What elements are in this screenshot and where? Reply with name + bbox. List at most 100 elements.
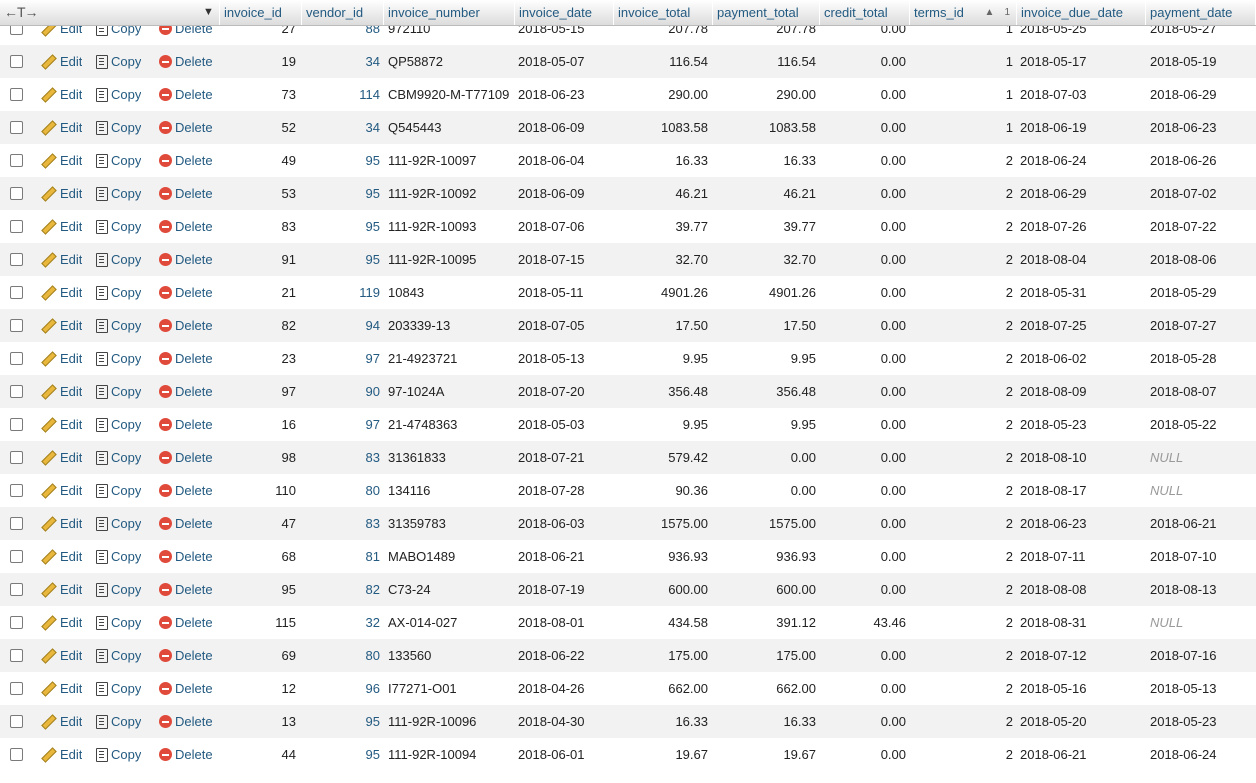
cell-vendor-id[interactable]: 119 [359,285,380,300]
row-checkbox[interactable] [10,319,23,332]
row-checkbox[interactable] [10,484,23,497]
copy-link[interactable]: Copy [96,474,141,507]
cell-vendor-id[interactable]: 34 [365,120,380,135]
cell-vendor-id[interactable]: 96 [365,681,380,696]
row-checkbox[interactable] [10,187,23,200]
edit-link[interactable]: Edit [41,243,82,276]
edit-link[interactable]: Edit [41,672,82,705]
cell-vendor-id[interactable]: 94 [365,318,380,333]
delete-link[interactable]: Delete [159,705,213,738]
delete-link[interactable]: Delete [159,606,213,639]
edit-link[interactable]: Edit [41,111,82,144]
row-checkbox[interactable] [10,220,23,233]
column-header-invoice-number[interactable]: invoice_number [384,0,515,25]
delete-link[interactable]: Delete [159,243,213,276]
delete-link[interactable]: Delete [159,375,213,408]
edit-link[interactable]: Edit [41,177,82,210]
edit-link[interactable]: Edit [41,606,82,639]
cell-vendor-id[interactable]: 95 [365,747,380,762]
edit-link[interactable]: Edit [41,408,82,441]
column-header-invoice-id[interactable]: invoice_id [220,0,302,25]
row-checkbox[interactable] [10,352,23,365]
delete-link[interactable]: Delete [159,276,213,309]
cell-vendor-id[interactable]: 32 [365,615,380,630]
column-header-payment-total[interactable]: payment_total [713,0,820,25]
cell-vendor-id[interactable]: 95 [365,252,380,267]
delete-link[interactable]: Delete [159,672,213,705]
row-checkbox[interactable] [10,550,23,563]
edit-link[interactable]: Edit [41,540,82,573]
copy-link[interactable]: Copy [96,672,141,705]
row-checkbox[interactable] [10,286,23,299]
cell-vendor-id[interactable]: 95 [365,186,380,201]
copy-link[interactable]: Copy [96,507,141,540]
copy-link[interactable]: Copy [96,78,141,111]
row-checkbox[interactable] [10,88,23,101]
caret-down-icon[interactable]: ▼ [203,6,214,18]
column-header-label[interactable]: invoice_number [388,5,480,20]
delete-link[interactable]: Delete [159,309,213,342]
delete-link[interactable]: Delete [159,210,213,243]
cell-vendor-id[interactable]: 95 [365,219,380,234]
copy-link[interactable]: Copy [96,573,141,606]
cell-vendor-id[interactable]: 97 [365,351,380,366]
copy-link[interactable]: Copy [96,276,141,309]
cell-vendor-id[interactable]: 80 [365,648,380,663]
copy-link[interactable]: Copy [96,45,141,78]
edit-link[interactable]: Edit [41,342,82,375]
sort-indicator[interactable]: ▲ 1 [984,7,1010,18]
row-checkbox[interactable] [10,583,23,596]
delete-link[interactable]: Delete [159,639,213,672]
column-header-vendor-id[interactable]: vendor_id [302,0,384,25]
copy-link[interactable]: Copy [96,177,141,210]
cell-vendor-id[interactable]: 80 [365,483,380,498]
copy-link[interactable]: Copy [96,705,141,738]
copy-link[interactable]: Copy [96,342,141,375]
cell-vendor-id[interactable]: 95 [365,153,380,168]
delete-link[interactable]: Delete [159,408,213,441]
copy-link[interactable]: Copy [96,309,141,342]
edit-link[interactable]: Edit [41,375,82,408]
edit-link[interactable]: Edit [41,705,82,738]
cell-vendor-id[interactable]: 83 [365,516,380,531]
delete-link[interactable]: Delete [159,111,213,144]
delete-link[interactable]: Delete [159,342,213,375]
column-resize-arrows-icon[interactable]: ←T→ [4,4,39,20]
cell-vendor-id[interactable]: 97 [365,417,380,432]
column-header-payment-date[interactable]: payment_date [1146,0,1256,25]
column-header-credit-total[interactable]: credit_total [820,0,910,25]
edit-link[interactable]: Edit [41,474,82,507]
delete-link[interactable]: Delete [159,45,213,78]
row-checkbox[interactable] [10,682,23,695]
column-header-invoice-date[interactable]: invoice_date [515,0,614,25]
row-checkbox[interactable] [10,451,23,464]
delete-link[interactable]: Delete [159,78,213,111]
delete-link[interactable]: Delete [159,144,213,177]
copy-link[interactable]: Copy [96,408,141,441]
edit-link[interactable]: Edit [41,78,82,111]
delete-link[interactable]: Delete [159,738,213,771]
row-checkbox[interactable] [10,649,23,662]
column-header-label[interactable]: invoice_due_date [1021,5,1123,20]
column-header-invoice-due-date[interactable]: invoice_due_date [1017,0,1146,25]
delete-link[interactable]: Delete [159,474,213,507]
copy-link[interactable]: Copy [96,210,141,243]
cell-vendor-id[interactable]: 95 [365,714,380,729]
copy-link[interactable]: Copy [96,738,141,771]
cell-vendor-id[interactable]: 34 [365,54,380,69]
row-checkbox[interactable] [10,715,23,728]
edit-link[interactable]: Edit [41,276,82,309]
delete-link[interactable]: Delete [159,540,213,573]
copy-link[interactable]: Copy [96,144,141,177]
edit-link[interactable]: Edit [41,45,82,78]
cell-vendor-id[interactable]: 81 [365,549,380,564]
row-checkbox[interactable] [10,748,23,761]
copy-link[interactable]: Copy [96,540,141,573]
copy-link[interactable]: Copy [96,375,141,408]
column-header-label[interactable]: invoice_date [519,5,592,20]
column-header-label[interactable]: vendor_id [306,5,364,20]
copy-link[interactable]: Copy [96,441,141,474]
row-checkbox[interactable] [10,154,23,167]
copy-link[interactable]: Copy [96,243,141,276]
delete-link[interactable]: Delete [159,573,213,606]
